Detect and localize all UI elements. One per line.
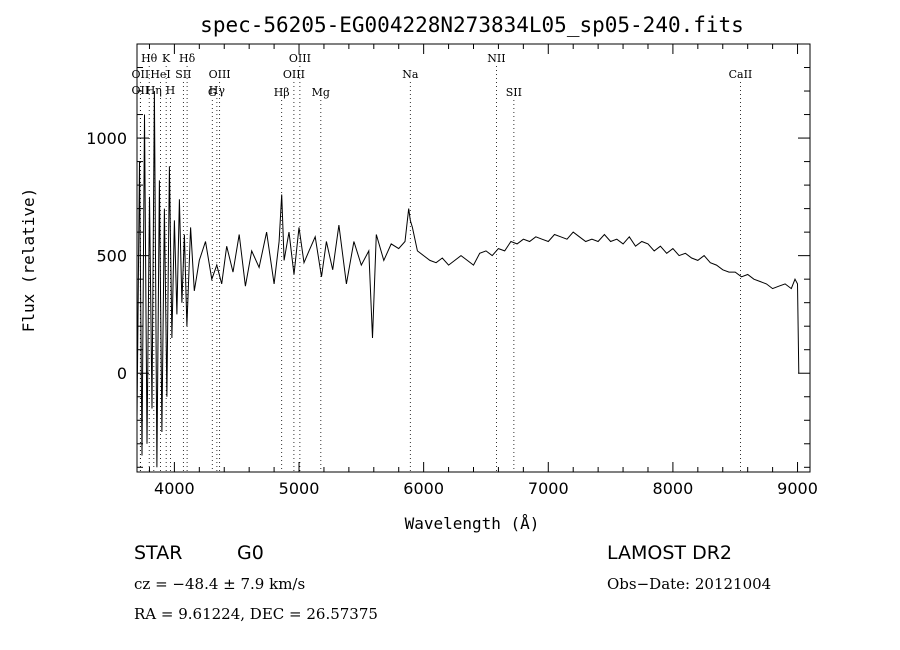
coordinates: RA = 9.61224, DEC = 26.57375 [134,605,378,623]
emission-line-label: CaII [729,68,753,81]
emission-line-label: G [208,86,217,99]
emission-line-label: SII [175,68,191,81]
emission-line-label: Hθ [141,52,158,65]
observation-date: Obs−Date: 20121004 [607,575,772,593]
redshift-value: cz = −48.4 ± 7.9 km/s [134,575,306,593]
emission-line-label: Hγ [209,84,226,97]
emission-line-label: Hβ [274,86,290,99]
x-axis-label: Wavelength (Å) [405,514,540,533]
y-tick-label: 1000 [86,129,127,148]
x-tick-label: 7000 [528,479,569,498]
y-tick-label: 0 [117,364,127,383]
survey-name: LAMOST DR2 [607,542,732,564]
chart-title: spec-56205-EG004228N273834L05_sp05-240.f… [200,13,744,37]
emission-line-label: Hη [146,84,162,97]
emission-line-label: OIII [283,68,305,81]
emission-line-label: OII [132,84,150,97]
x-tick-label: 8000 [653,479,694,498]
emission-line-label: OII [132,68,150,81]
y-axis-label: Flux (relative) [19,188,38,333]
object-subclass: G0 [237,542,264,564]
x-tick-label: 9000 [777,479,818,498]
emission-line-label: OIII [289,52,311,65]
emission-line-label: NII [487,52,505,65]
x-tick-label: 5000 [279,479,320,498]
flux-series-line [136,90,800,468]
axis-ticks: 4000 5000 6000 7000 8000 9000 0 500 1000 [86,43,818,498]
emission-line-label: HeI [150,68,170,81]
y-tick-label: 500 [96,247,127,266]
plot-frame [136,43,811,473]
emission-line-label: Hδ [179,52,196,65]
emission-line-label: SII [506,86,522,99]
emission-line-label: K [162,52,171,65]
object-class: STAR [134,542,183,564]
x-tick-label: 4000 [154,479,195,498]
x-tick-label: 6000 [403,479,444,498]
emission-line-label: OIII [209,68,231,81]
emission-line-label: Na [402,68,419,81]
emission-line-label: Mg [312,86,330,99]
emission-line-label: H [166,84,176,97]
emission-line-markers: Hθ K Hδ OIII NII OII HeI SII OIII Hγ OIII Na CaII OII… [132,52,753,472]
